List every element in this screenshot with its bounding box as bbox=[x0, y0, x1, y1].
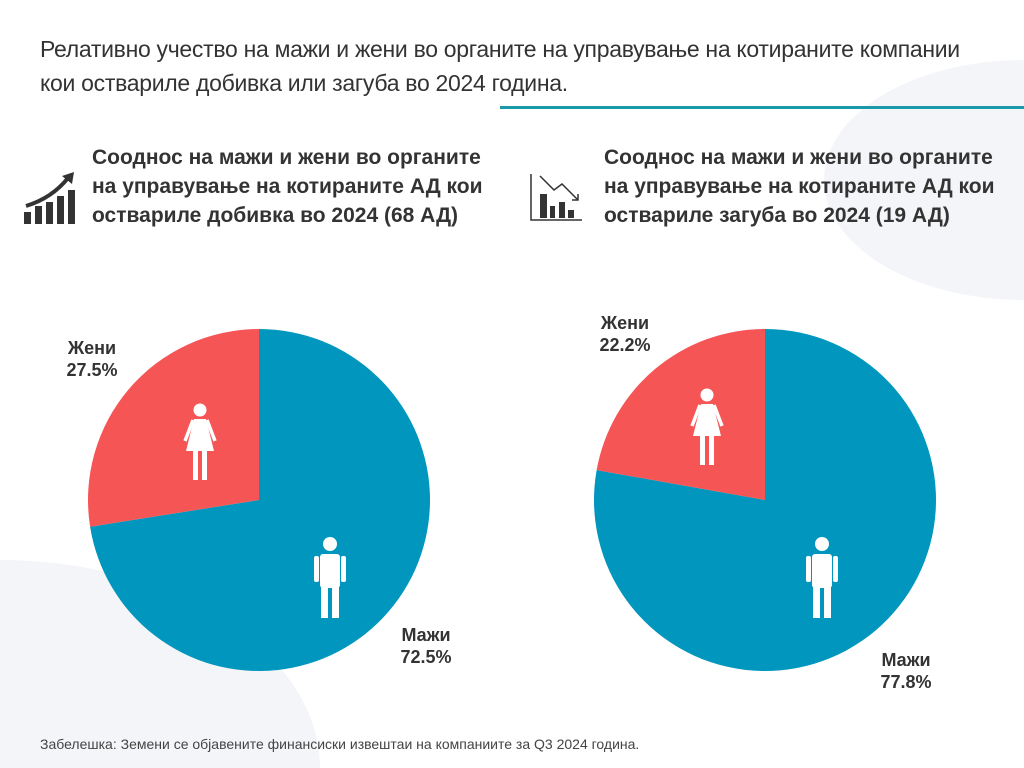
chart-1-slice-men bbox=[90, 329, 431, 671]
woman-icon bbox=[690, 388, 724, 465]
footnote: Забелешка: Земени се објавените финансис… bbox=[40, 736, 640, 752]
chart-2-women-label: Жени 22.2% bbox=[599, 313, 651, 355]
chart-2-men-label: Мажи 77.8% bbox=[880, 650, 932, 692]
man-icon bbox=[314, 537, 346, 618]
man-icon bbox=[806, 537, 838, 618]
chart-1-slice-women bbox=[87, 329, 259, 527]
chart-2-title: Сооднос на мажи и жени во органите на уп… bbox=[604, 146, 995, 227]
title-divider bbox=[500, 106, 1024, 109]
woman-icon bbox=[183, 403, 217, 480]
chart-1-women-label: Жени 27.5% bbox=[66, 338, 118, 380]
chart-2-slice-women bbox=[596, 329, 765, 500]
chart-up-arrow-icon bbox=[24, 172, 75, 224]
chart-1-men-label: Мажи 72.5% bbox=[400, 625, 452, 667]
chart-1-title: Сооднос на мажи и жени во органите на уп… bbox=[92, 146, 483, 227]
page-title: Релативно учество на мажи и жени во орга… bbox=[40, 36, 960, 96]
chart-down-arrow-icon bbox=[530, 174, 582, 221]
